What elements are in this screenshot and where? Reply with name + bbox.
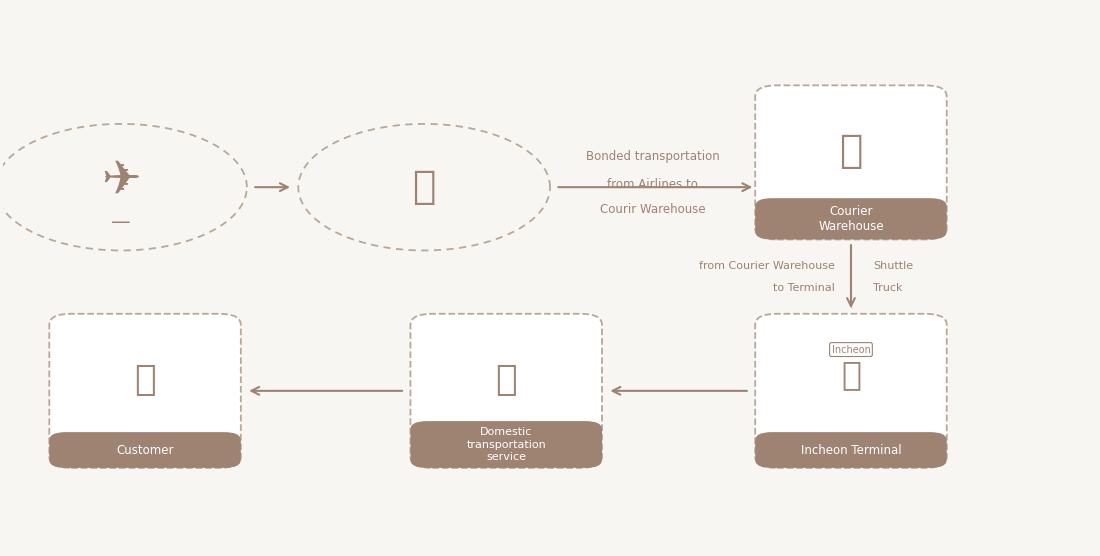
Text: Courir Warehouse: Courir Warehouse [600, 203, 705, 216]
Text: ✈: ✈ [101, 159, 141, 204]
Text: 🏭: 🏭 [839, 132, 862, 170]
Text: Customer: Customer [117, 444, 174, 456]
FancyBboxPatch shape [50, 314, 241, 468]
Text: to Terminal: to Terminal [772, 282, 835, 292]
Text: —: — [111, 214, 131, 232]
FancyBboxPatch shape [756, 314, 947, 468]
Text: Incheon Terminal: Incheon Terminal [801, 444, 901, 456]
FancyBboxPatch shape [756, 198, 947, 240]
Text: 🏪: 🏪 [842, 358, 861, 391]
Text: Shuttle: Shuttle [873, 261, 913, 271]
Text: Domestic
transportation
service: Domestic transportation service [466, 427, 546, 462]
Text: from Courier Warehouse: from Courier Warehouse [698, 261, 835, 271]
FancyBboxPatch shape [410, 421, 602, 468]
FancyBboxPatch shape [410, 314, 602, 468]
Text: from Airlines to: from Airlines to [607, 178, 698, 191]
Text: Truck: Truck [873, 282, 902, 292]
FancyBboxPatch shape [756, 85, 947, 240]
Text: 🚚: 🚚 [495, 363, 517, 397]
FancyBboxPatch shape [756, 432, 947, 468]
Text: 🚚: 🚚 [412, 168, 436, 206]
Text: Incheon: Incheon [832, 345, 870, 355]
Text: Courier
Warehouse: Courier Warehouse [818, 205, 883, 233]
Text: Bonded transportation: Bonded transportation [585, 151, 719, 163]
FancyBboxPatch shape [50, 432, 241, 468]
Text: 👤: 👤 [134, 363, 156, 397]
